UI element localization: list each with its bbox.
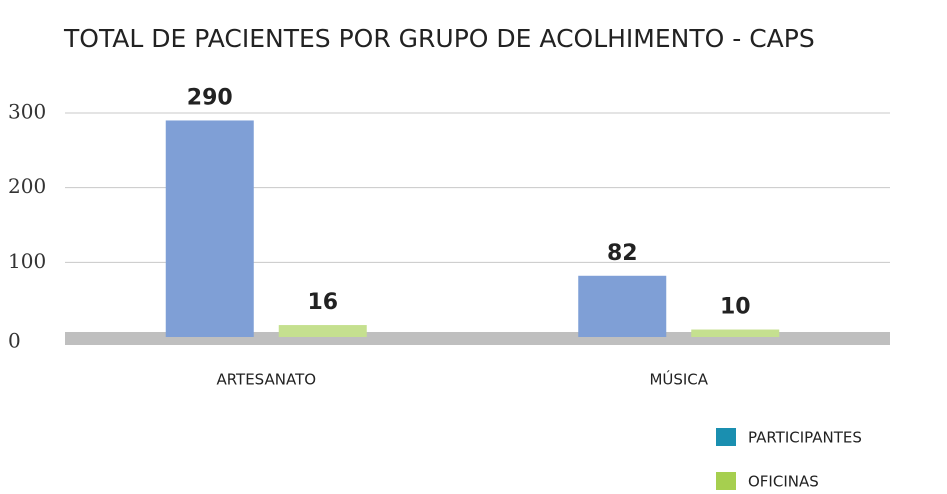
legend-label: OFICINAS (748, 473, 819, 491)
x-tick-label: ARTESANATO (216, 371, 316, 389)
y-tick-label: 100 (8, 249, 46, 273)
x-tick-label: MÚSICA (649, 370, 708, 389)
axis-floor (65, 332, 890, 345)
y-tick-label: 200 (8, 174, 46, 198)
y-tick-label: 0 (8, 329, 21, 353)
value-label: 290 (187, 85, 233, 110)
value-label: 16 (307, 290, 338, 315)
y-tick-label: 300 (8, 100, 46, 124)
bar (165, 120, 254, 337)
bar (578, 275, 667, 337)
legend-swatch (716, 472, 736, 490)
value-label: 82 (607, 241, 638, 266)
value-label: 10 (720, 295, 751, 320)
legend-label: PARTICIPANTES (748, 429, 862, 447)
bar (278, 325, 367, 337)
bar (691, 329, 780, 337)
legend-swatch (716, 428, 736, 446)
chart-title: TOTAL DE PACIENTES POR GRUPO DE ACOLHIME… (63, 24, 815, 53)
